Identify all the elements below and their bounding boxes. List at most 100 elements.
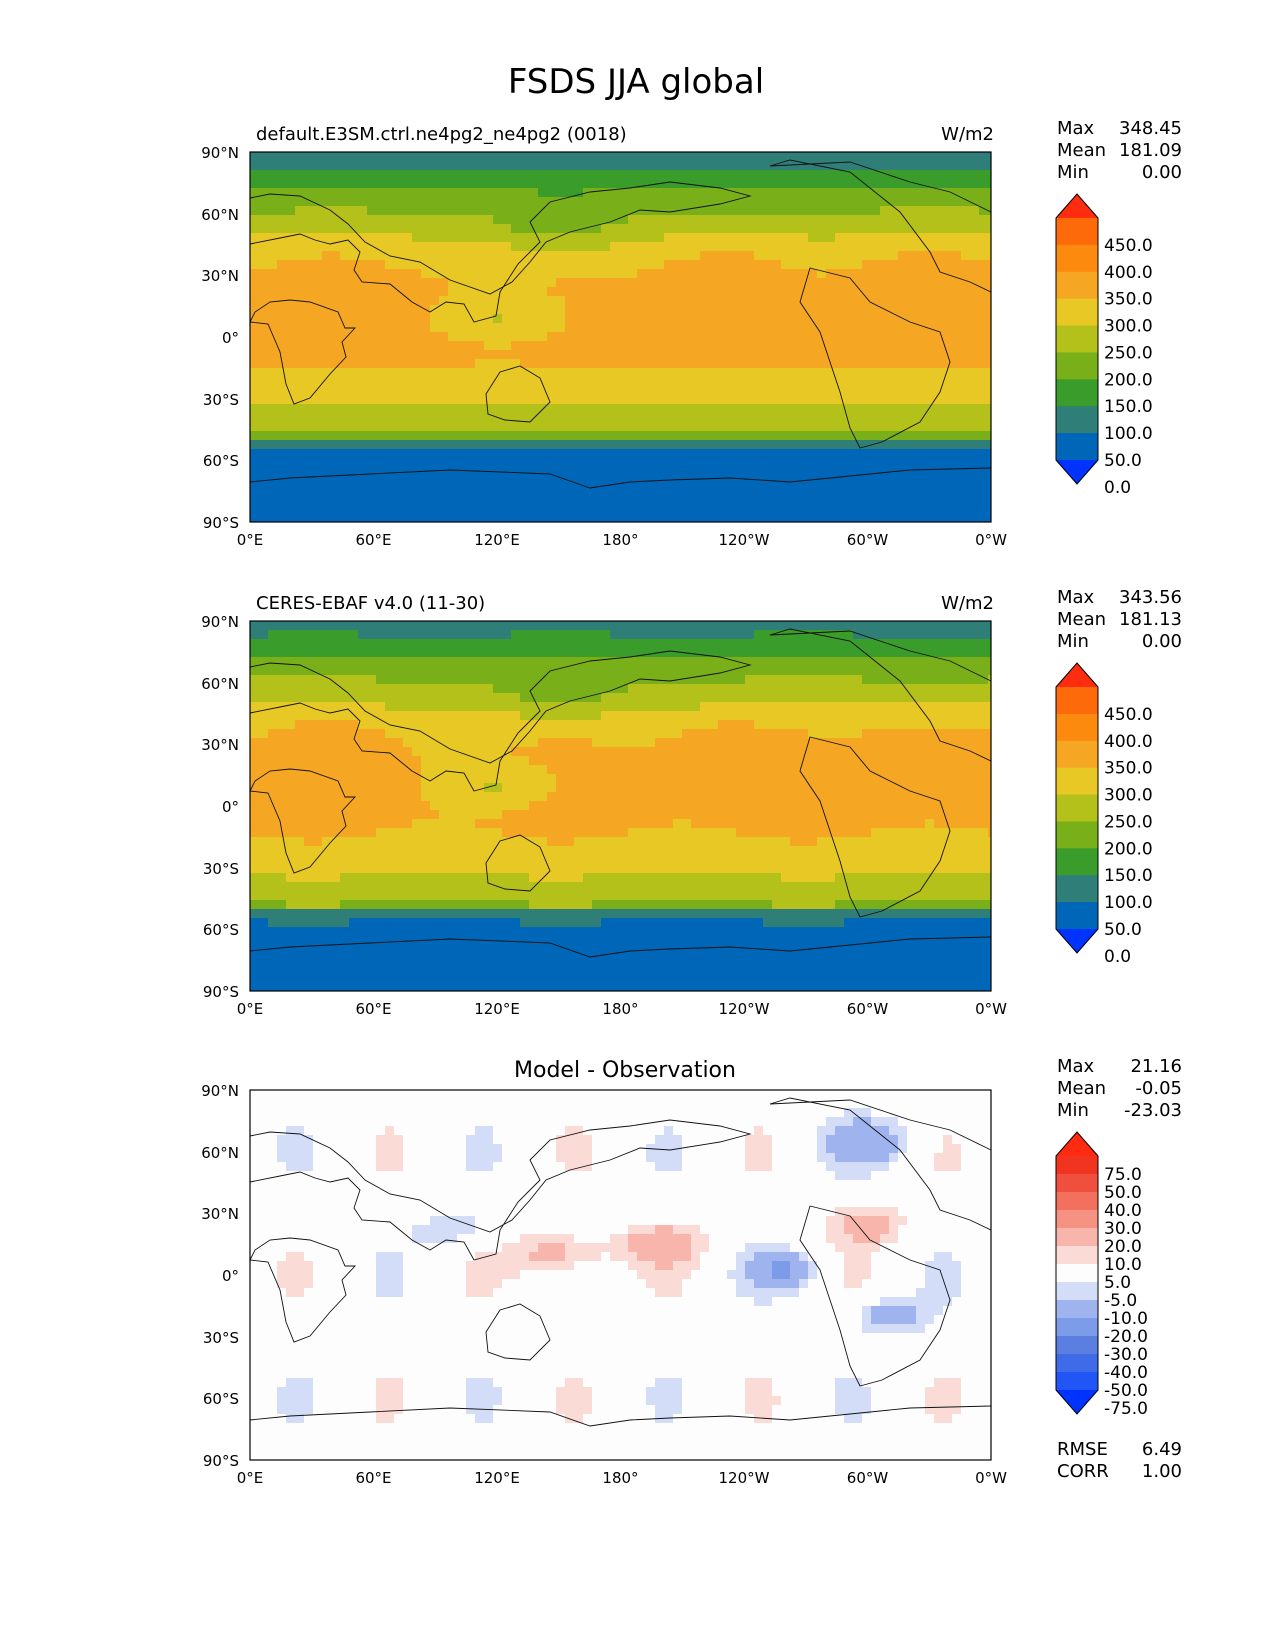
field-cell: [655, 152, 665, 162]
field-cell: [349, 332, 359, 342]
field-cell: [259, 494, 269, 504]
field-cell: [718, 251, 728, 261]
field-cell: [592, 377, 602, 387]
field-cell: [556, 648, 566, 658]
field-cell: [502, 747, 512, 757]
field-cell: [862, 702, 872, 712]
field-cell: [313, 449, 323, 459]
field-cell: [889, 386, 899, 396]
field-cell: [898, 224, 908, 234]
field-cell: [853, 287, 863, 297]
field-cell: [673, 729, 683, 739]
field-cell: [601, 738, 611, 748]
field-cell: [349, 377, 359, 387]
field-cell: [268, 170, 278, 180]
field-cell: [592, 747, 602, 757]
field-cell: [934, 765, 944, 775]
field-cell: [970, 449, 980, 459]
field-cell: [484, 693, 494, 703]
field-cell: [889, 197, 899, 207]
field-cell: [493, 251, 503, 261]
field-cell: [871, 404, 881, 414]
field-cell: [322, 305, 332, 315]
field-cell: [538, 494, 548, 504]
field-cell: [970, 368, 980, 378]
field-cell: [529, 503, 539, 513]
field-cell: [736, 296, 746, 306]
field-cell: [340, 188, 350, 198]
field-cell: [835, 260, 845, 270]
field-cell: [304, 305, 314, 315]
field-cell: [682, 161, 692, 171]
field-cell: [610, 738, 620, 748]
field-cell: [619, 639, 629, 649]
field-cell: [556, 621, 566, 631]
field-cell: [916, 404, 926, 414]
field-cell: [691, 251, 701, 261]
field-cell: [277, 395, 287, 405]
field-cell: [979, 657, 989, 667]
field-cell: [583, 278, 593, 288]
field-cell: [763, 467, 773, 477]
field-cell: [853, 188, 863, 198]
field-cell: [970, 729, 980, 739]
field-cell: [673, 476, 683, 486]
field-cell: [826, 639, 836, 649]
field-cell: [718, 702, 728, 712]
field-cell: [439, 206, 449, 216]
field-cell: [691, 305, 701, 315]
field-cell: [385, 756, 395, 766]
field-cell: [727, 413, 737, 423]
field-cell: [466, 449, 476, 459]
field-cell: [889, 377, 899, 387]
field-cell: [475, 170, 485, 180]
field-cell: [934, 684, 944, 694]
field-cell: [745, 161, 755, 171]
field-cell: [403, 747, 413, 757]
field-cell: [655, 287, 665, 297]
field-cell: [421, 675, 431, 685]
field-cell: [403, 314, 413, 324]
field-cell: [682, 404, 692, 414]
field-cell: [466, 350, 476, 360]
field-cell: [412, 278, 422, 288]
field-cell: [700, 359, 710, 369]
field-cell: [763, 494, 773, 504]
field-cell: [898, 413, 908, 423]
field-cell: [916, 350, 926, 360]
field-cell: [970, 512, 980, 522]
field-cell: [880, 251, 890, 261]
field-cell: [943, 702, 953, 712]
field-cell: [736, 747, 746, 757]
field-cell: [664, 512, 674, 522]
field-cell: [340, 494, 350, 504]
field-cell: [520, 440, 530, 450]
field-cell: [601, 657, 611, 667]
field-cell: [376, 287, 386, 297]
field-cell: [925, 377, 935, 387]
field-cell: [988, 170, 991, 180]
field-cell: [574, 684, 584, 694]
field-cell: [547, 458, 557, 468]
field-cell: [979, 395, 989, 405]
field-cell: [826, 675, 836, 685]
field-cell: [790, 350, 800, 360]
field-cell: [898, 161, 908, 171]
field-cell: [853, 449, 863, 459]
field-cell: [709, 260, 719, 270]
field-cell: [403, 188, 413, 198]
field-cell: [862, 422, 872, 432]
field-cell: [520, 684, 530, 694]
field-cell: [745, 170, 755, 180]
field-cell: [619, 233, 629, 243]
field-cell: [574, 630, 584, 640]
field-cell: [295, 377, 305, 387]
field-cell: [394, 467, 404, 477]
field-cell: [457, 476, 467, 486]
field-cell: [421, 296, 431, 306]
field-cell: [961, 639, 971, 649]
field-cell: [925, 314, 935, 324]
field-cell: [367, 648, 377, 658]
field-cell: [466, 494, 476, 504]
colorbar-segment: [1056, 379, 1098, 407]
